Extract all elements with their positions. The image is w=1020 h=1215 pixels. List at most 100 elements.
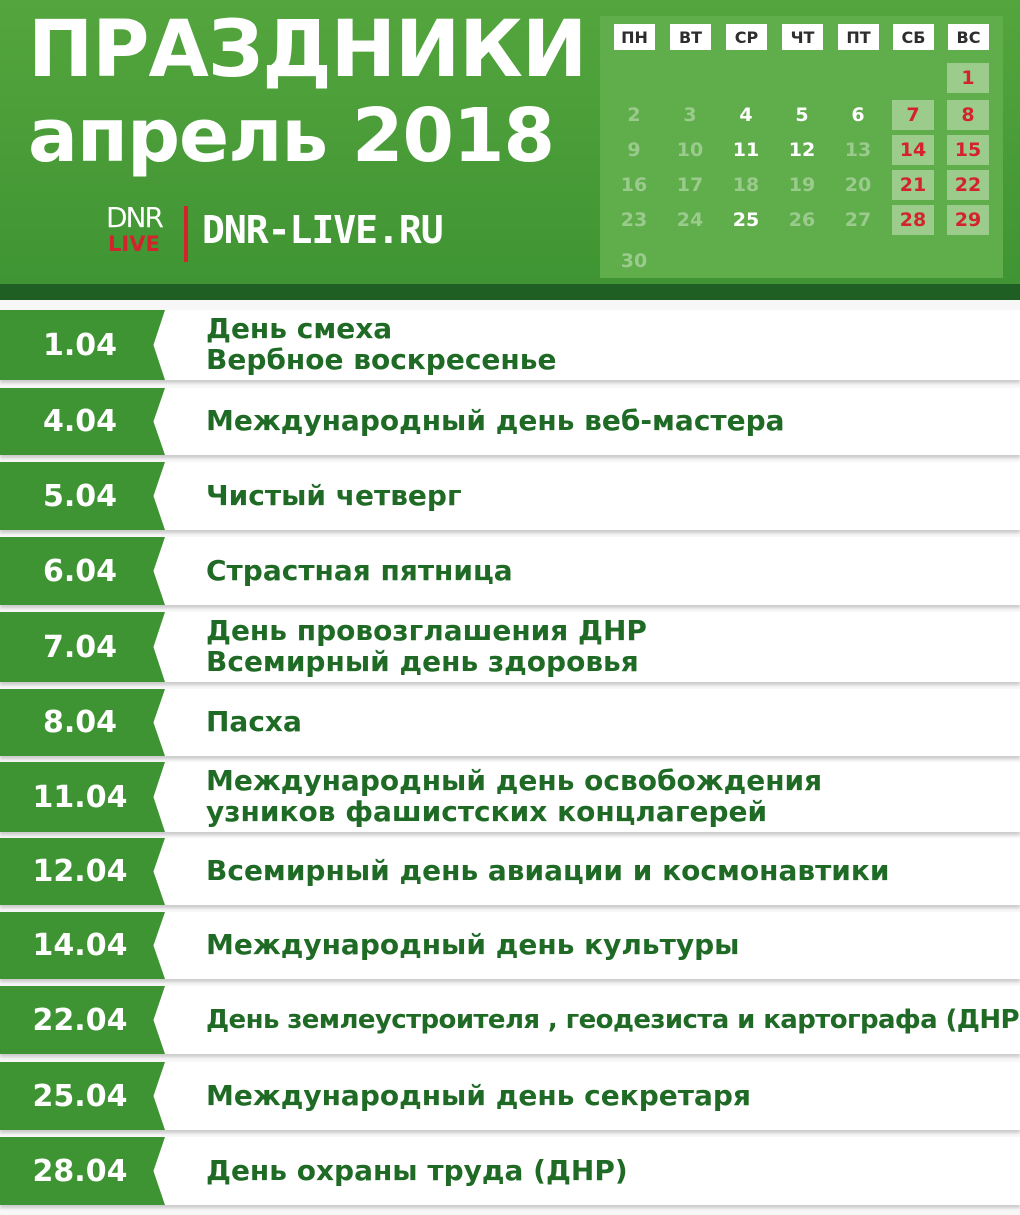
holiday-row-background [0, 912, 1020, 979]
page-title: ПРАЗДНИКИ [28, 5, 587, 95]
calendar-weekday-header: ВС [948, 24, 989, 50]
date-tab [0, 462, 165, 530]
calendar-day: 26 [788, 209, 816, 231]
holiday-description: День провозглашения ДНР Всемирный день зд… [206, 612, 1016, 682]
holiday-description: День смеха Вербное воскресенье [206, 310, 1016, 380]
date-tab [0, 1137, 165, 1205]
date-tab [0, 1062, 165, 1130]
logo-bottom-text: LIVE [108, 232, 160, 256]
date-tab [0, 537, 165, 605]
calendar-day: 10 [676, 139, 704, 161]
site-url: DNR-LIVE.RU [202, 208, 444, 252]
holiday-name: Международный день секретаря [206, 1078, 751, 1112]
calendar-day: 4 [739, 104, 753, 126]
holiday-date: 22.04 [32, 1002, 128, 1038]
holiday-row: 11.04 Международный день освобождения узни… [0, 762, 1020, 832]
holiday-row: 7.04 День провозглашения ДНР Всемирный ден… [0, 612, 1020, 682]
holiday-date: 1.04 [42, 327, 118, 363]
holiday-row: 12.04 Всемирный день авиации и космонавти… [0, 838, 1020, 905]
holiday-row: 22.04 День землеустроителя , геодезиста и… [0, 986, 1020, 1054]
holiday-row: 28.04 День охраны труда (ДНР) [0, 1137, 1020, 1205]
date-tab [0, 612, 165, 682]
header-divider [0, 284, 1020, 300]
calendar-day: 24 [676, 209, 704, 231]
holiday-description: Международный день секретаря [206, 1062, 1016, 1130]
holiday-name: Чистый четверг [206, 478, 462, 512]
holiday-name: День землеустроителя , геодезиста и карт… [206, 1004, 1020, 1035]
date-tab [0, 838, 165, 905]
holiday-row-background [0, 1137, 1020, 1205]
holiday-date: 11.04 [32, 779, 128, 815]
holiday-date: 7.04 [42, 629, 118, 665]
date-tab [0, 388, 165, 455]
holiday-description: День охраны труда (ДНР) [206, 1137, 1016, 1205]
calendar-day: 16 [620, 174, 648, 196]
holiday-row: 6.04 Страстная пятница [0, 537, 1020, 605]
calendar-day: 13 [844, 139, 872, 161]
calendar-weekday-header: ПТ [838, 24, 879, 50]
holiday-row-background [0, 838, 1020, 905]
holiday-row: 5.04 Чистый четверг [0, 462, 1020, 530]
calendar-weekday-header: СБ [893, 24, 934, 50]
holiday-row: 14.04 Международный день культуры [0, 912, 1020, 979]
logo-divider [184, 206, 188, 262]
holiday-date: 14.04 [32, 928, 128, 963]
calendar-day: 25 [732, 209, 760, 231]
holiday-name: День смеха [206, 312, 393, 346]
holiday-description: Чистый четверг [206, 462, 1016, 530]
date-tab [0, 310, 165, 380]
month-calendar: ПН ВТ СР ЧТ ПТ СБ ВС 1 2 3 4 5 6 7 8 9 10 11 12 13 14 15 16 17 1… [600, 16, 1003, 278]
calendar-day: 28 [892, 205, 934, 235]
calendar-day: 23 [620, 209, 648, 231]
calendar-weekday-header: ВТ [670, 24, 711, 50]
holiday-row-background [0, 689, 1020, 756]
holiday-description: Пасха [206, 689, 1016, 756]
calendar-day: 8 [947, 100, 989, 130]
calendar-day: 27 [844, 209, 872, 231]
holiday-name: Всемирный день авиации и космонавтики [206, 854, 890, 888]
holiday-row-background [0, 762, 1020, 832]
page-subtitle: апрель 2018 [28, 93, 555, 179]
calendar-day: 18 [732, 174, 760, 196]
dnr-live-logo: DNR LIVE [106, 204, 172, 262]
holiday-row-background [0, 612, 1020, 682]
calendar-day: 19 [788, 174, 816, 196]
date-tab [0, 762, 165, 832]
holiday-date: 8.04 [42, 705, 118, 740]
calendar-day: 2 [627, 104, 641, 126]
holiday-name: Международный день культуры [206, 928, 740, 962]
calendar-day: 1 [947, 63, 989, 93]
holiday-description: Страстная пятница [206, 537, 1016, 605]
holiday-row: 1.04 День смеха Вербное воскресенье [0, 310, 1020, 380]
holiday-row-background [0, 986, 1020, 1054]
holiday-name: День провозглашения ДНР [206, 614, 647, 648]
calendar-day: 20 [844, 174, 872, 196]
calendar-day: 12 [788, 139, 816, 161]
holiday-row-background [0, 310, 1020, 380]
holiday-row-background [0, 1062, 1020, 1130]
holiday-name: Страстная пятница [206, 553, 513, 587]
calendar-day: 11 [732, 139, 760, 161]
holiday-name: узников фашистских концлагерей [206, 795, 768, 828]
calendar-day: 17 [676, 174, 704, 196]
holiday-name: День охраны труда (ДНР) [206, 1153, 628, 1187]
calendar-day: 9 [627, 139, 641, 161]
calendar-day: 5 [795, 104, 809, 126]
calendar-day: 30 [620, 250, 648, 272]
holiday-date: 6.04 [42, 553, 118, 589]
logo-top-text: DNR [106, 201, 164, 234]
holiday-row-background [0, 462, 1020, 530]
holiday-row: 4.04 Международный день веб-мастера [0, 388, 1020, 455]
calendar-day: 15 [947, 135, 989, 165]
holiday-row: 8.04 Пасха [0, 689, 1020, 756]
holiday-name: Всемирный день здоровья [206, 645, 639, 678]
holiday-name: Вербное воскресенье [206, 343, 557, 376]
holiday-description: Международный день веб-мастера [206, 388, 1016, 455]
date-tab [0, 986, 165, 1054]
holiday-description: Всемирный день авиации и космонавтики [206, 838, 1016, 905]
holiday-name: Международный день веб-мастера [206, 404, 785, 438]
holiday-row: 25.04 Международный день секретаря [0, 1062, 1020, 1130]
calendar-day: 14 [892, 135, 934, 165]
holiday-date: 25.04 [32, 1078, 128, 1114]
calendar-day: 29 [947, 205, 989, 235]
